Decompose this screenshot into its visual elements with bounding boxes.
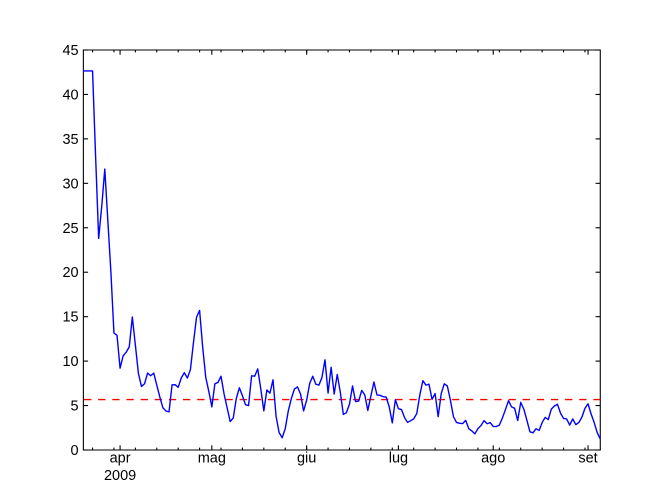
svg-text:25: 25 [62,221,78,237]
svg-text:ago: ago [481,450,505,466]
svg-text:35: 35 [62,132,78,148]
svg-text:10: 10 [62,354,78,370]
svg-text:5: 5 [71,399,79,415]
svg-text:15: 15 [62,310,78,326]
svg-text:set: set [578,450,597,466]
svg-text:giu: giu [297,450,316,466]
svg-text:lug: lug [389,450,408,466]
svg-text:mag: mag [198,450,226,466]
svg-text:20: 20 [62,265,78,281]
svg-text:40: 40 [62,87,78,103]
svg-text:45: 45 [62,43,78,59]
svg-text:apr: apr [110,450,131,466]
svg-text:0: 0 [71,443,79,459]
svg-text:30: 30 [62,176,78,192]
svg-text:2009: 2009 [104,468,136,484]
